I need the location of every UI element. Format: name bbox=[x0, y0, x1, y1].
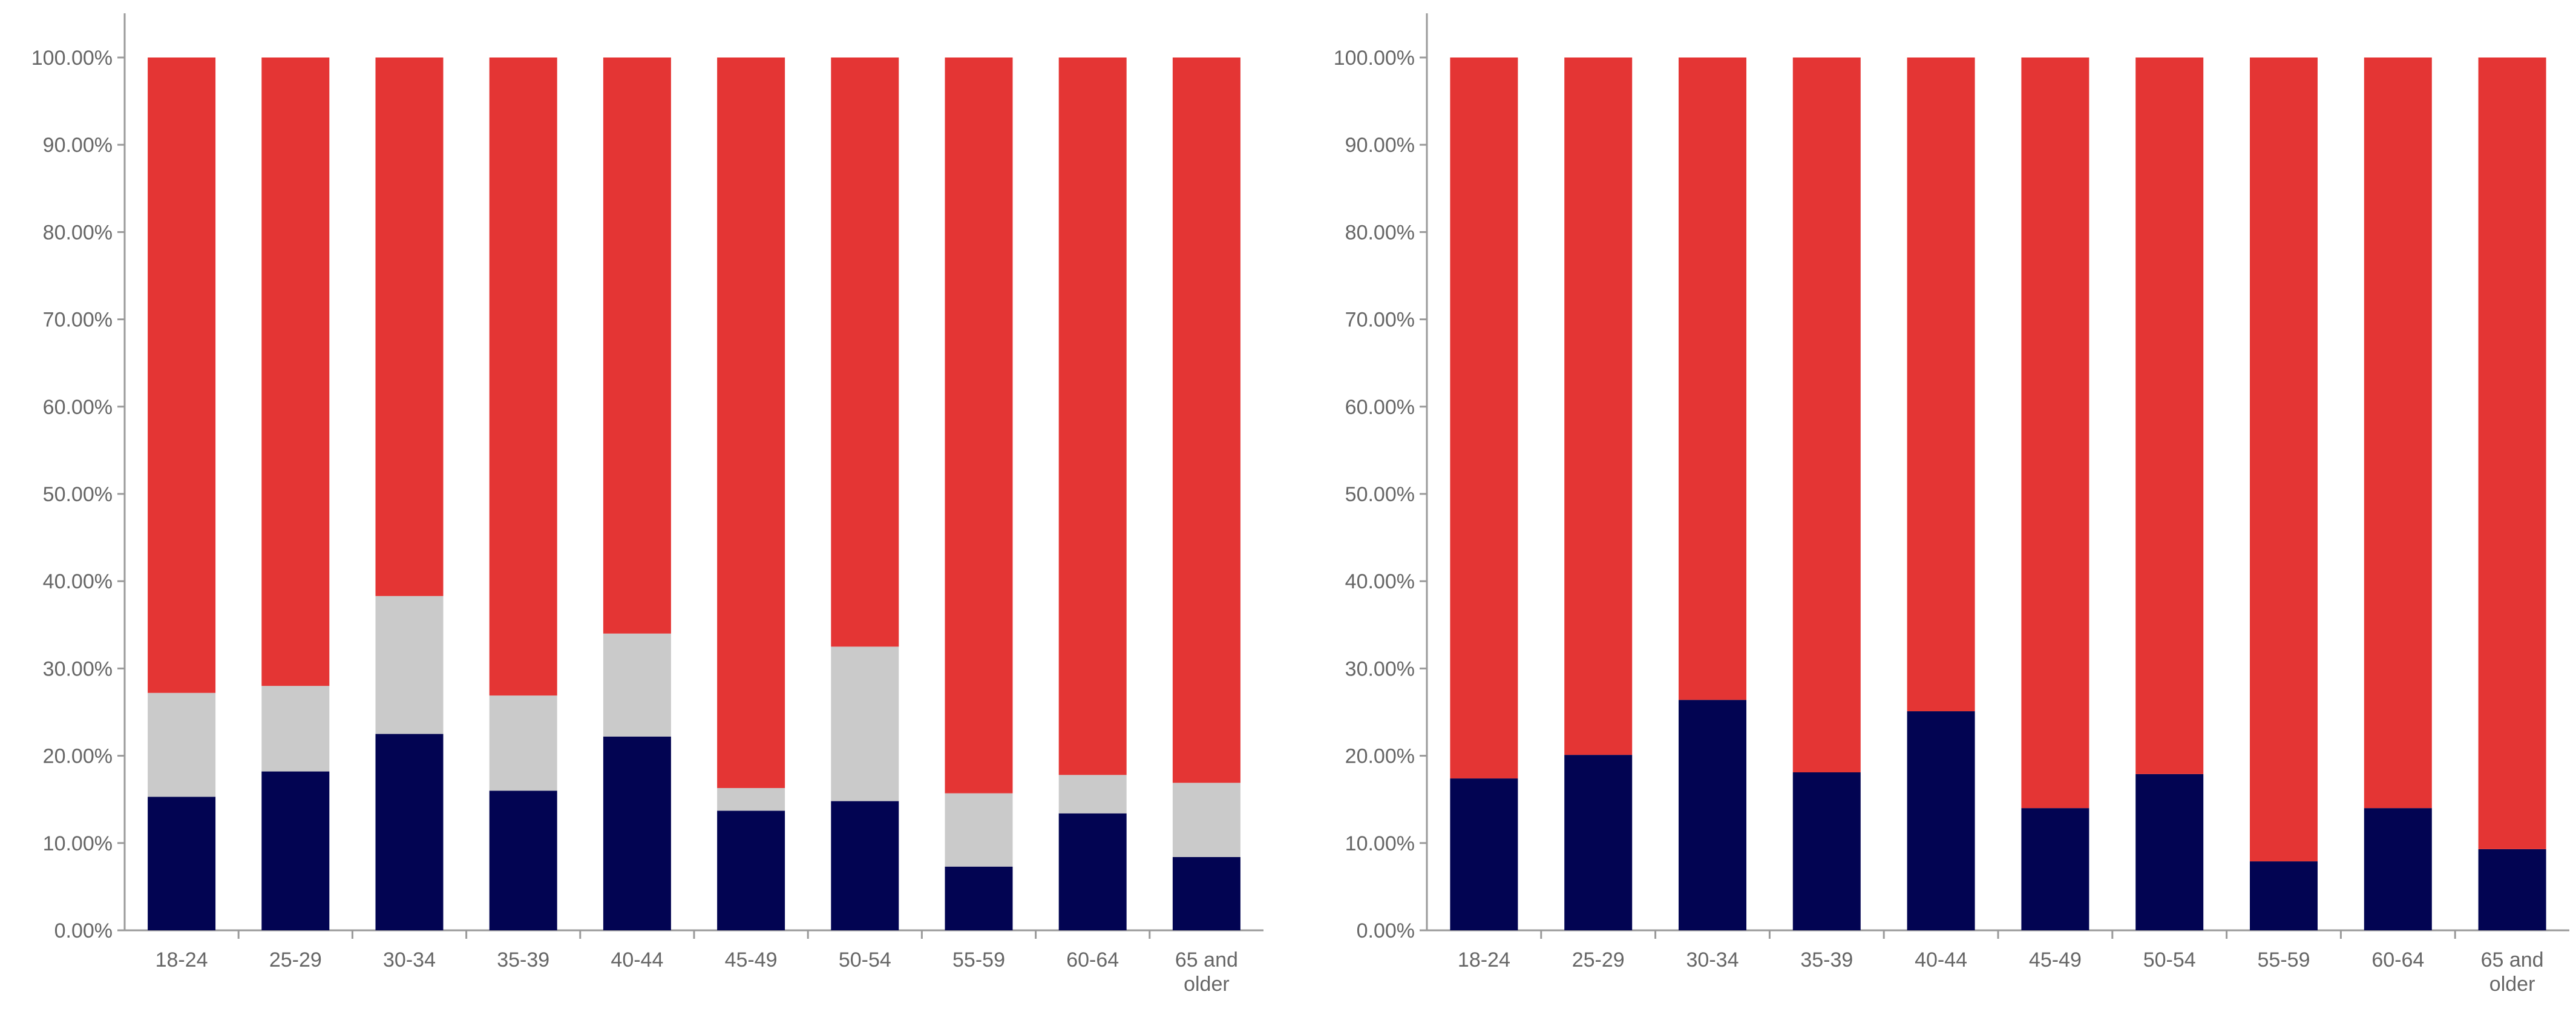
y-tick-label: 30.00% bbox=[43, 657, 113, 680]
bar-60-64-series-1 bbox=[1058, 813, 1127, 930]
x-tick-label: 65 and older bbox=[1175, 948, 1238, 996]
y-tick-label: 40.00% bbox=[43, 570, 113, 593]
x-tick-label: 50-54 bbox=[839, 948, 891, 971]
bar-30-34-series-1 bbox=[1679, 700, 1746, 930]
bar-50-54-series-1 bbox=[831, 801, 899, 930]
bar-35-39-series-3 bbox=[489, 58, 557, 696]
bar-18-24-series-2 bbox=[1450, 58, 1518, 779]
bar-35-39-series-1 bbox=[1792, 772, 1861, 930]
bar-35-39-series-2 bbox=[1792, 58, 1861, 772]
bar-65-and-older-series-1 bbox=[2478, 849, 2546, 930]
y-tick-label: 90.00% bbox=[43, 134, 113, 157]
bar-18-24-series-3 bbox=[148, 58, 216, 693]
bar-60-64-series-1 bbox=[2364, 808, 2432, 930]
bar-55-59-series-1 bbox=[2250, 861, 2318, 930]
bar-65-and-older-series-2 bbox=[1172, 783, 1240, 857]
x-tick-label: 18-24 bbox=[156, 948, 208, 971]
bar-50-54-series-2 bbox=[831, 646, 899, 801]
x-tick-label: 50-54 bbox=[2143, 948, 2196, 971]
bar-45-49-series-2 bbox=[717, 787, 785, 811]
y-tick-label: 80.00% bbox=[1345, 221, 1415, 244]
bar-25-29-series-2 bbox=[261, 686, 330, 772]
x-tick-label: 25-29 bbox=[1572, 948, 1625, 971]
bar-60-64-series-2 bbox=[1058, 775, 1127, 813]
bar-40-44-series-2 bbox=[1907, 58, 1975, 712]
x-tick-label: 30-34 bbox=[1686, 948, 1739, 971]
bar-50-54-series-2 bbox=[2135, 58, 2204, 774]
bar-60-64-series-2 bbox=[2364, 58, 2432, 809]
x-tick-label: 60-64 bbox=[1066, 948, 1119, 971]
x-tick-label: 35-39 bbox=[1800, 948, 1853, 971]
bar-65-and-older-series-2 bbox=[2478, 58, 2546, 849]
bar-18-24-series-2 bbox=[148, 692, 216, 797]
bar-55-59-series-3 bbox=[945, 58, 1013, 794]
x-tick-label: 30-34 bbox=[383, 948, 436, 971]
bar-30-34-series-2 bbox=[1679, 58, 1746, 700]
x-tick-label: 45-49 bbox=[725, 948, 778, 971]
x-tick-label: 18-24 bbox=[1458, 948, 1510, 971]
x-tick-label: 55-59 bbox=[952, 948, 1005, 971]
bar-65-and-older-series-3 bbox=[1172, 58, 1240, 783]
chart-left: 0.00% 10.00% 20.00% 30.00% 40.00% 50.00% 60.00… bbox=[31, 13, 1263, 996]
y-tick-label: 80.00% bbox=[43, 221, 113, 244]
bar-30-34-series-1 bbox=[375, 734, 444, 930]
y-tick-label: 100.00% bbox=[31, 47, 113, 70]
y-tick-label: 10.00% bbox=[1345, 832, 1415, 855]
bar-55-59-series-2 bbox=[2250, 58, 2318, 862]
bar-40-44-series-2 bbox=[603, 633, 671, 737]
bar-55-59-series-2 bbox=[945, 793, 1013, 867]
bar-45-49-series-3 bbox=[717, 58, 785, 788]
y-tick-label: 50.00% bbox=[43, 483, 113, 506]
x-tick-label: 40-44 bbox=[611, 948, 663, 971]
bar-30-34-series-3 bbox=[375, 58, 444, 596]
x-tick-label: 55-59 bbox=[2258, 948, 2310, 971]
bar-25-29-series-1 bbox=[1564, 755, 1633, 930]
bar-40-44-series-1 bbox=[1907, 711, 1975, 930]
bar-45-49-series-1 bbox=[717, 810, 785, 930]
bar-30-34-series-2 bbox=[375, 596, 444, 734]
y-tick-label: 0.00% bbox=[54, 919, 113, 942]
y-tick-label: 20.00% bbox=[1345, 745, 1415, 768]
y-tick-label: 60.00% bbox=[1345, 396, 1415, 419]
y-tick-label: 10.00% bbox=[43, 832, 113, 855]
y-tick-label: 30.00% bbox=[1345, 657, 1415, 680]
x-tick-label: 45-49 bbox=[2029, 948, 2082, 971]
y-tick-label: 60.00% bbox=[43, 396, 113, 419]
x-tick-label: 40-44 bbox=[1915, 948, 1967, 971]
x-tick-label: 35-39 bbox=[497, 948, 549, 971]
chart-right: 0.00% 10.00% 20.00% 30.00% 40.00% 50.00% 60.00… bbox=[1334, 13, 2569, 996]
bar-65-and-older-series-1 bbox=[1172, 856, 1240, 930]
bar-55-59-series-1 bbox=[945, 866, 1013, 930]
bar-18-24-series-1 bbox=[148, 797, 216, 930]
bar-50-54-series-1 bbox=[2135, 774, 2204, 930]
bar-40-44-series-3 bbox=[603, 58, 671, 634]
bar-45-49-series-2 bbox=[2021, 58, 2089, 809]
bar-18-24-series-1 bbox=[1450, 778, 1518, 930]
y-tick-label: 50.00% bbox=[1345, 483, 1415, 506]
bar-25-29-series-2 bbox=[1564, 58, 1633, 755]
y-tick-label: 40.00% bbox=[1345, 570, 1415, 593]
y-tick-label: 90.00% bbox=[1345, 134, 1415, 157]
bar-35-39-series-1 bbox=[489, 790, 557, 930]
y-tick-label: 70.00% bbox=[43, 309, 113, 332]
x-tick-label: 65 and older bbox=[2481, 948, 2544, 996]
bar-25-29-series-3 bbox=[261, 58, 330, 686]
x-tick-label: 60-64 bbox=[2371, 948, 2424, 971]
y-tick-label: 100.00% bbox=[1334, 47, 1415, 70]
bar-45-49-series-1 bbox=[2021, 808, 2089, 930]
bar-50-54-series-3 bbox=[831, 58, 899, 647]
y-tick-label: 70.00% bbox=[1345, 309, 1415, 332]
x-tick-label: 25-29 bbox=[269, 948, 322, 971]
bar-60-64-series-3 bbox=[1058, 58, 1127, 775]
y-tick-label: 20.00% bbox=[43, 745, 113, 768]
y-tick-label: 0.00% bbox=[1357, 919, 1415, 942]
bar-40-44-series-1 bbox=[603, 736, 671, 930]
bar-35-39-series-2 bbox=[489, 695, 557, 791]
bar-25-29-series-1 bbox=[261, 771, 330, 930]
